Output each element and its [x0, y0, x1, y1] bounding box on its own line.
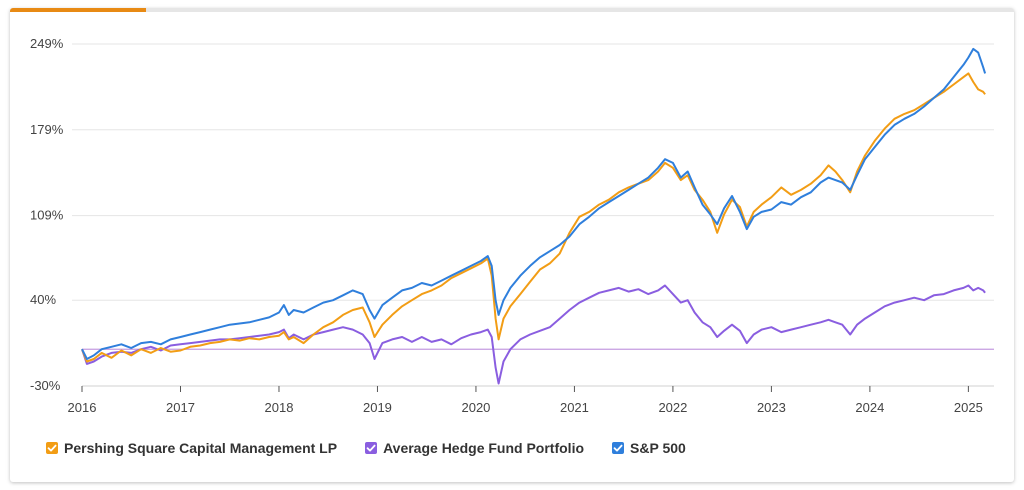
checkbox-checked-icon[interactable]: [612, 442, 625, 454]
x-tick-label: 2021: [560, 400, 589, 415]
x-tick-label: 2022: [658, 400, 687, 415]
performance-chart: 249% 179% 109% 40% -30% 2016 2017 2018 2019 2020 2…: [30, 36, 994, 415]
legend-item-2[interactable]: S&P 500: [612, 440, 686, 456]
series-line-average-hedge-fund-portfolio: [81, 284, 986, 385]
x-tick-label: 2025: [954, 400, 983, 415]
x-tick-label: 2016: [68, 400, 97, 415]
x-tick-label: 2023: [757, 400, 786, 415]
y-tick-label: -30%: [30, 378, 61, 393]
legend-label: Pershing Square Capital Management LP: [64, 440, 338, 456]
chart-legend: Pershing Square Capital Management LP Ave…: [46, 440, 686, 456]
series-line-s-p-500: [81, 47, 987, 360]
y-tick-label: 249%: [30, 36, 64, 51]
checkbox-checked-icon[interactable]: [365, 442, 378, 454]
y-tick-label: 40%: [30, 292, 56, 307]
progress-track: [10, 8, 1014, 12]
x-tick-label: 2020: [461, 400, 490, 415]
series-line-pershing-square-capital-management-lp: [81, 72, 986, 363]
y-tick-label: 109%: [30, 208, 64, 223]
x-tick-label: 2018: [265, 400, 294, 415]
chart-card: 249% 179% 109% 40% -30% 2016 2017 2018 2019 2020 2…: [10, 8, 1014, 482]
x-tick-label: 2017: [166, 400, 195, 415]
legend-item-1[interactable]: Average Hedge Fund Portfolio: [365, 440, 584, 456]
checkbox-checked-icon[interactable]: [46, 442, 58, 454]
y-tick-label: 179%: [30, 122, 64, 137]
x-tick-label: 2019: [363, 400, 392, 415]
legend-label: Average Hedge Fund Portfolio: [383, 440, 585, 456]
legend-item-0[interactable]: Pershing Square Capital Management LP: [46, 440, 337, 456]
legend-label: S&P 500: [630, 440, 686, 456]
progress-fill: [10, 8, 146, 12]
x-tick-label: 2024: [855, 400, 884, 415]
